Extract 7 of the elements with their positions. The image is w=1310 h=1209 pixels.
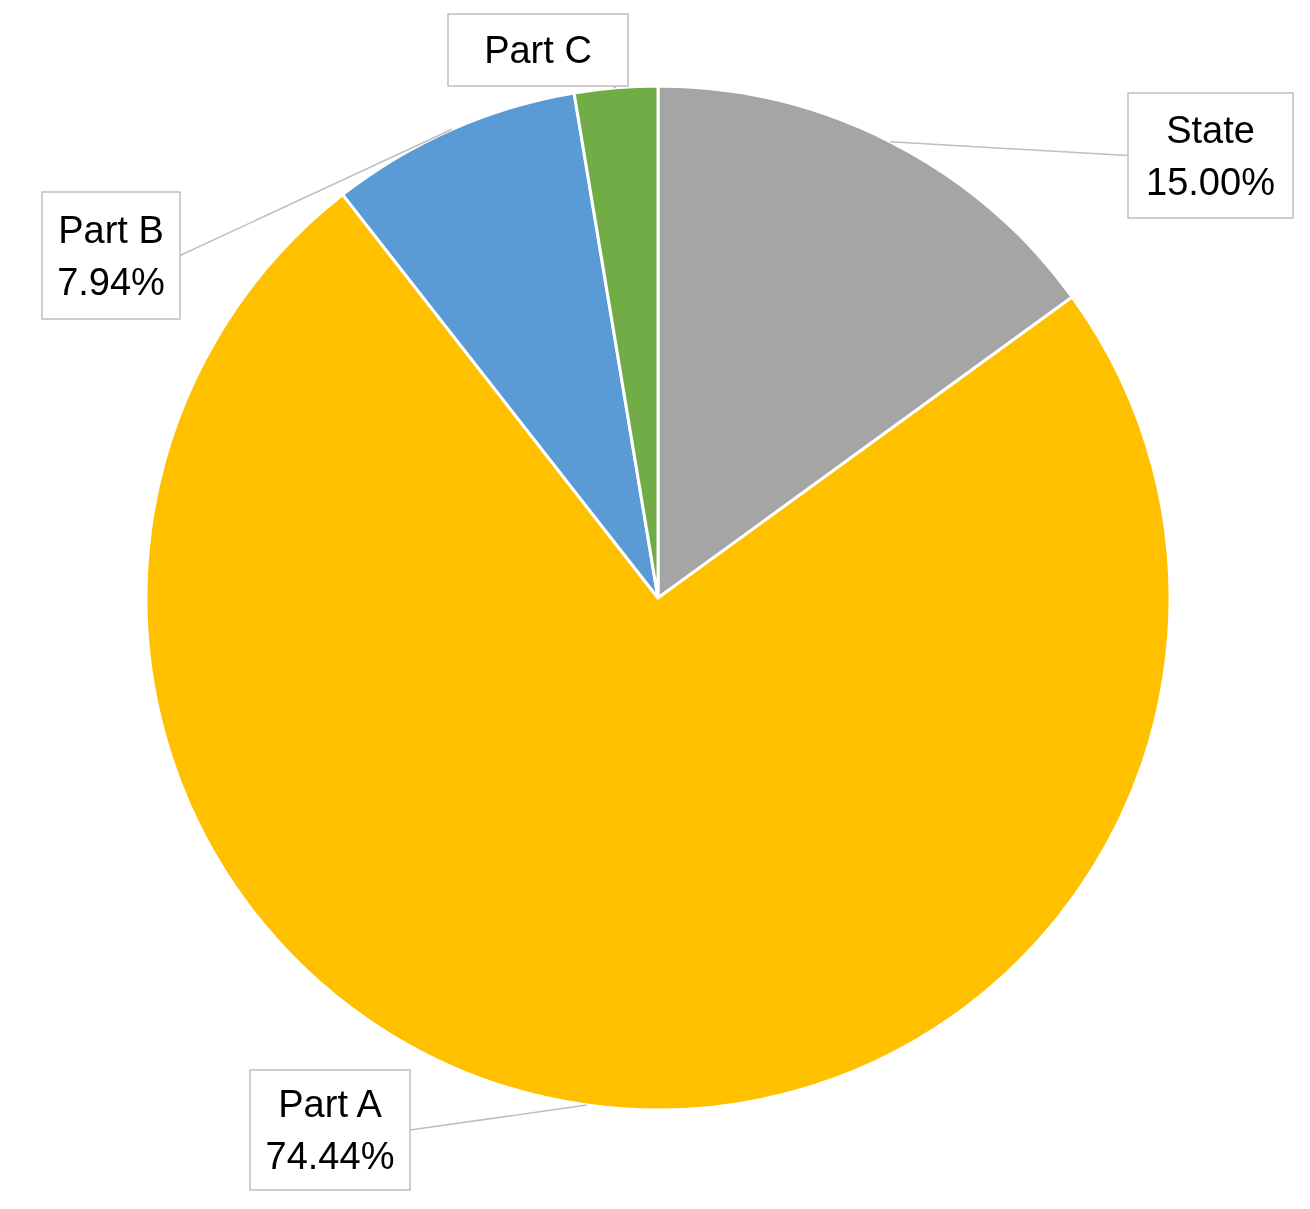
slice-label: Part A xyxy=(278,1083,383,1125)
data-label: 7.94% xyxy=(57,260,165,303)
slice-label: State xyxy=(1166,108,1255,151)
data-label: 74.44% xyxy=(265,1135,395,1177)
slice-label: Part C xyxy=(484,29,592,71)
data-label: 15.00% xyxy=(1146,160,1275,203)
slice-label: Part B xyxy=(58,208,164,251)
